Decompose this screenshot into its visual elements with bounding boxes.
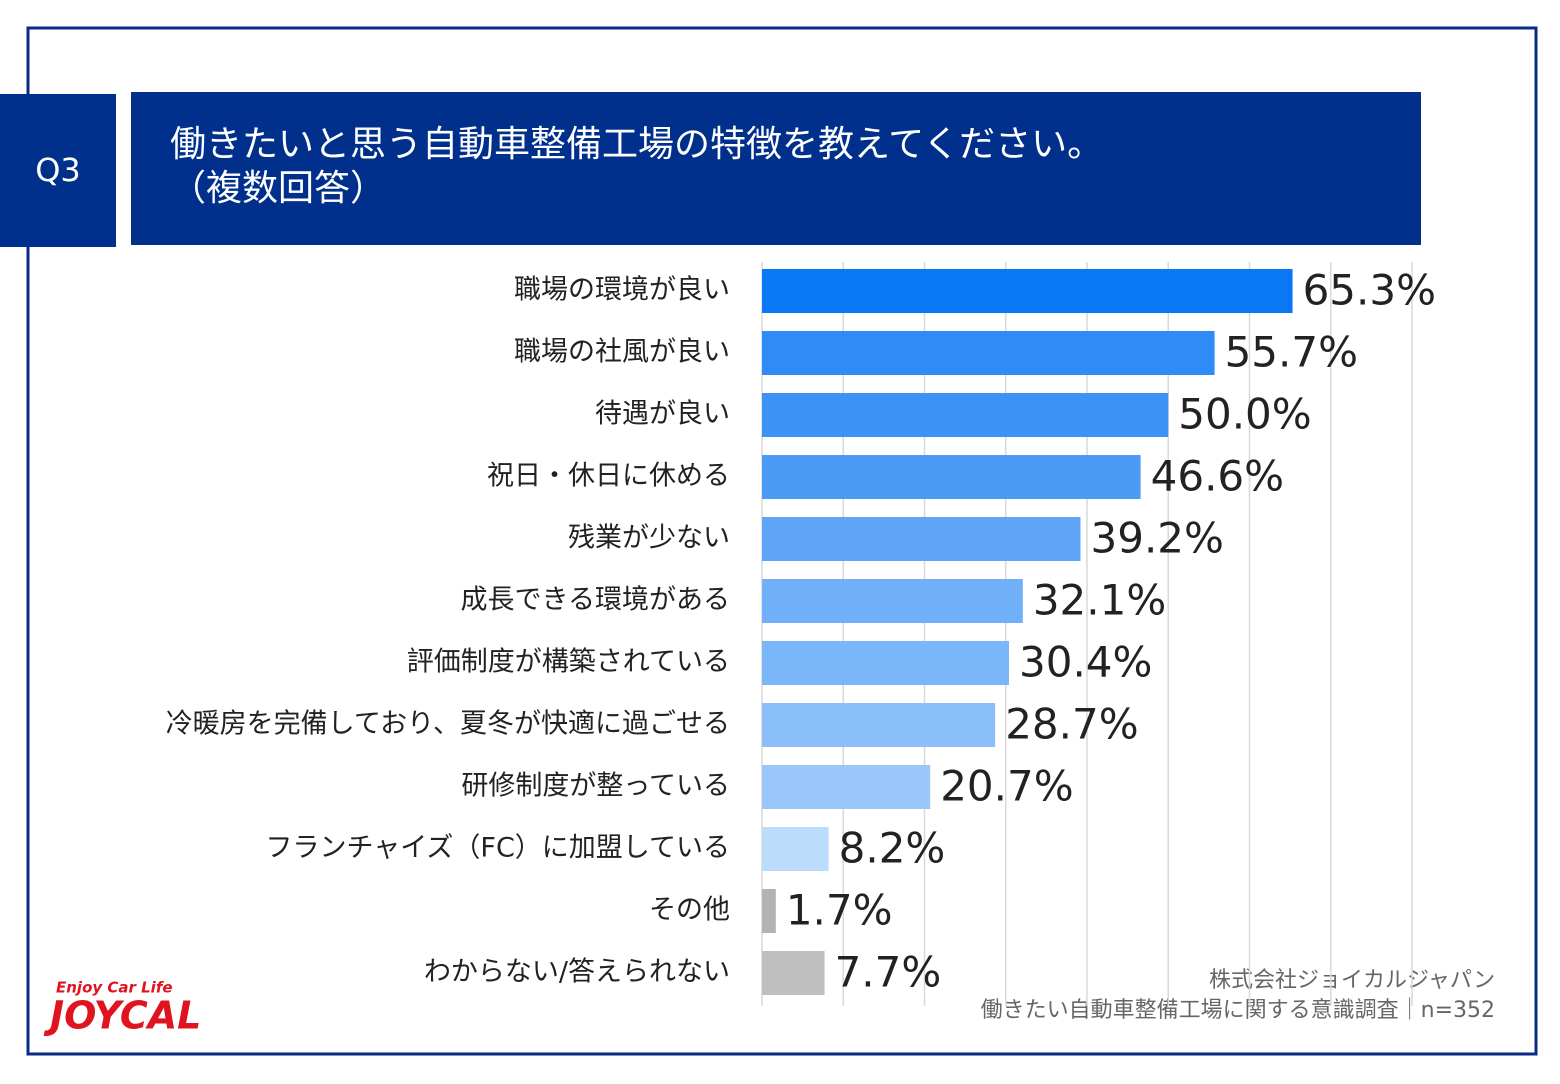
y-tick-label: 成長できる環境がある [461,585,730,616]
bar [762,889,776,933]
bar [762,641,1009,685]
value-label: 32.1% [1033,576,1166,625]
y-tick-label: その他 [649,895,730,926]
y-tick-label: 冷暖房を完備しており、夏冬が快適に過ごせる [166,709,730,740]
question-label: Q3 [35,151,81,189]
logo-name: JOYCAL [43,994,201,1038]
frame [26,26,1538,1056]
y-tick-label: 研修制度が整っている [461,771,730,802]
bar [762,951,825,995]
bar [762,331,1215,375]
value-label: 39.2% [1091,514,1224,563]
value-label: 55.7% [1225,328,1358,377]
value-label: 1.7% [786,886,893,935]
value-label: 46.6% [1151,452,1284,501]
bar [762,703,996,747]
y-tick-label: 残業が少ない [568,523,730,554]
y-tick-label: フランチャイズ（FC）に加盟している [266,833,731,864]
y-tick-label: 祝日・休日に休める [487,461,730,492]
bar [762,579,1023,623]
question-box [0,94,116,247]
source: 株式会社ジョイカルジャパン [1209,968,1495,993]
bar [762,827,829,871]
y-tick-label: わからない/答えられない [424,957,730,988]
value-label: 65.3% [1303,266,1436,315]
value-label: 20.7% [940,762,1073,811]
source: 働きたい自動車整備工場に関する意識調査｜n=352 [981,998,1495,1023]
bar [762,455,1141,499]
y-tick-label: 職場の環境が良い [514,275,730,306]
bar [762,393,1169,437]
value-label: 8.2% [839,824,946,873]
chart-subtitle: （複数回答） [170,168,386,209]
value-label: 30.4% [1019,638,1152,687]
title-box [131,92,1421,245]
bar [762,765,931,809]
y-tick-label: 評価制度が構築されている [407,647,730,678]
y-tick-label: 待遇が良い [595,399,730,430]
bar [762,269,1293,313]
logo-tagline: Enjoy Car Life [56,979,173,997]
value-label: 7.7% [835,948,942,997]
y-tick-label: 職場の社風が良い [514,337,730,368]
bar [762,517,1081,561]
value-label: 28.7% [1005,700,1138,749]
chart-title: 働きたいと思う自動車整備工場の特徴を教えてください。 [170,124,1103,165]
value-label: 50.0% [1178,390,1311,439]
